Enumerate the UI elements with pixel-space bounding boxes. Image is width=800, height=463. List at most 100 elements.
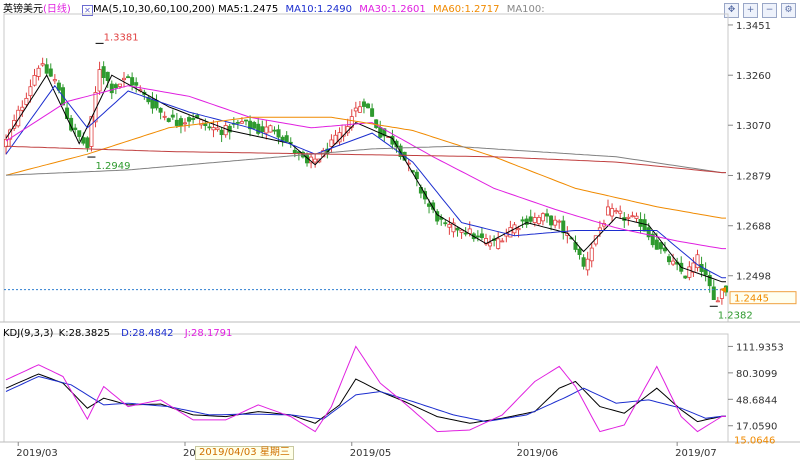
candle-body — [695, 254, 700, 269]
candle-body — [329, 139, 334, 147]
candle-body — [353, 107, 358, 112]
candle-body — [422, 191, 427, 200]
candle-body — [667, 256, 672, 263]
candle-body — [130, 77, 135, 86]
candle-body — [182, 122, 187, 125]
candle-body — [427, 203, 432, 207]
y-tick-label: 1.2688 — [736, 222, 771, 233]
candle-body — [707, 275, 712, 287]
kdj-d-line — [5, 375, 726, 423]
candle-body — [105, 71, 110, 81]
candle-body — [361, 101, 366, 107]
candle-body — [52, 79, 57, 82]
settings-icon[interactable]: ⚙ — [781, 3, 796, 18]
current-price-box — [729, 291, 797, 305]
candle-body — [44, 64, 49, 74]
candle-body — [634, 215, 639, 219]
candle-body — [292, 149, 297, 154]
candle-body — [20, 106, 25, 111]
candle-body — [166, 118, 171, 122]
ma100-value: MA100: — [506, 4, 545, 15]
candle-body — [618, 210, 623, 214]
y-tick-label: 1.3451 — [736, 21, 771, 32]
current-price-label: 1.2445 — [734, 294, 769, 305]
candle-body — [500, 240, 505, 243]
candle-body — [260, 126, 265, 133]
candle-body — [642, 219, 647, 232]
candle-body — [455, 227, 460, 231]
extreme-label: 1.2382 — [718, 310, 753, 321]
ma30-value: MA30:1.2601 — [359, 4, 426, 15]
y-tick-label: 1.2498 — [736, 272, 771, 283]
candle-body — [683, 275, 688, 279]
candle-body — [366, 103, 371, 109]
x-tick-label: 20 — [183, 448, 196, 459]
candle-body — [528, 216, 533, 222]
chart-header: 英镑美元(日线) ✕ MA(5,10,30,60,100,200) MA5:1.2… — [3, 4, 545, 16]
candle-body — [382, 128, 387, 137]
candle-body — [264, 126, 269, 134]
candle-body — [549, 215, 554, 226]
candle-body — [36, 67, 41, 77]
x-tick-label: 2019/06 — [517, 448, 559, 459]
ma60-value: MA60:1.2717 — [432, 4, 500, 15]
y-tick-label: 1.3070 — [736, 121, 771, 132]
candle-body — [431, 202, 436, 210]
plus-icon[interactable]: + — [743, 3, 758, 18]
kdj-j-value: J:28.1791 — [184, 328, 233, 339]
kdj-tick-label: 80.3099 — [736, 369, 777, 380]
kdj-tick-label: 111.9353 — [736, 342, 784, 353]
candle-body — [244, 119, 249, 122]
candle-body — [463, 232, 468, 235]
candle-body — [239, 121, 244, 124]
ma100-line — [5, 145, 726, 176]
candle-body — [227, 125, 232, 133]
candle-body — [191, 117, 196, 120]
candle-body — [126, 76, 131, 79]
candle-body — [451, 222, 456, 233]
candle-body — [235, 121, 240, 124]
candle-body — [81, 137, 86, 144]
period-label: (日线) — [43, 4, 71, 15]
kdj-j-line — [5, 345, 726, 433]
candle-body — [276, 129, 281, 138]
candle-body — [187, 117, 192, 122]
candle-body — [215, 127, 220, 130]
current-price-arrow — [720, 286, 726, 293]
candle-body — [284, 135, 289, 143]
candle-body — [557, 220, 562, 223]
candle-body — [97, 69, 102, 92]
candle-body — [545, 213, 550, 217]
candle-body — [154, 100, 159, 109]
candle-body — [414, 171, 419, 180]
ma60-line — [5, 116, 726, 219]
ma-checkbox-icon[interactable]: ✕ — [82, 5, 93, 16]
candle-body — [524, 218, 529, 225]
candle-body — [73, 127, 78, 130]
kdj-title: KDJ(9,3,3) — [3, 328, 54, 339]
ma-spec-label[interactable]: MA(5,10,30,60,100,200) — [93, 4, 215, 15]
candle-body — [561, 220, 566, 234]
candle-body — [520, 219, 525, 222]
candle-body — [158, 107, 163, 113]
candle-body — [654, 239, 659, 250]
candle-body — [626, 216, 631, 219]
candle-body — [256, 123, 261, 134]
minus-icon[interactable]: − — [762, 3, 777, 18]
candle-body — [630, 215, 635, 218]
candle-body — [223, 125, 228, 136]
ma5-value: MA5:1.2475 — [218, 4, 279, 15]
candle-body — [540, 213, 545, 222]
y-tick-label: 1.2879 — [736, 171, 771, 182]
candle-body — [268, 125, 273, 133]
candle-body — [496, 238, 501, 249]
candle-body — [610, 208, 615, 217]
candle-body — [435, 211, 440, 222]
candle-body — [475, 235, 480, 238]
candle-body — [536, 217, 541, 225]
ma10-line — [5, 84, 726, 279]
candle-body — [508, 227, 513, 238]
x-tick-label: 2019/05 — [350, 448, 392, 459]
candle-body — [711, 286, 716, 300]
